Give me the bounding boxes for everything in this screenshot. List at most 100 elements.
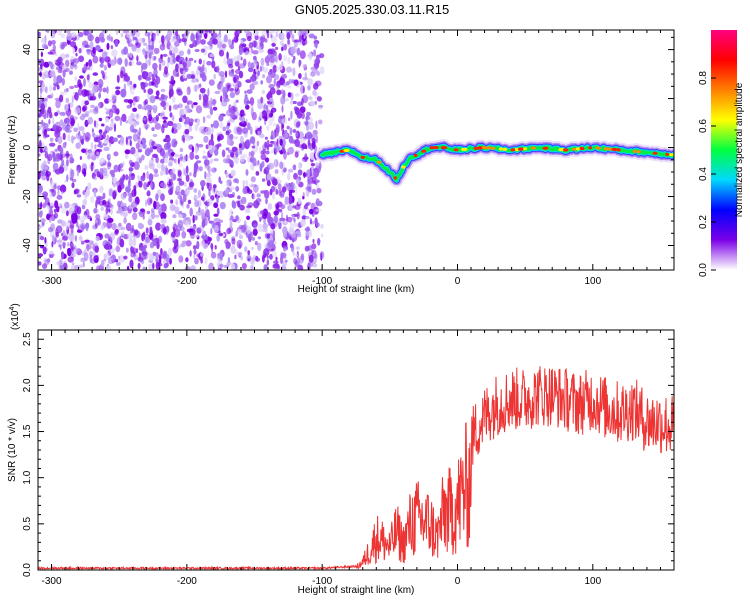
- noise-speckle: [302, 86, 305, 94]
- noise-speckle: [153, 78, 157, 87]
- noise-speckle: [257, 70, 260, 77]
- noise-speckle: [170, 231, 176, 238]
- noise-speckle: [50, 92, 54, 98]
- noise-speckle: [70, 245, 74, 251]
- noise-speckle: [121, 113, 127, 122]
- noise-speckle: [243, 46, 247, 53]
- noise-speckle: [163, 227, 167, 235]
- noise-speckle: [208, 79, 215, 86]
- noise-speckle: [276, 86, 280, 91]
- noise-speckle: [229, 186, 236, 190]
- noise-speckle: [180, 243, 186, 248]
- noise-speckle: [236, 75, 240, 80]
- noise-speckle: [290, 46, 296, 55]
- noise-speckle: [294, 204, 301, 210]
- noise-speckle: [92, 108, 99, 115]
- noise-speckle: [122, 205, 128, 212]
- noise-speckle: [69, 70, 73, 75]
- snr-x-axis-label: Height of straight line (km): [298, 585, 415, 596]
- noise-speckle: [288, 226, 295, 234]
- noise-speckle: [314, 58, 321, 64]
- noise-speckle: [280, 96, 286, 105]
- noise-speckle: [249, 231, 254, 239]
- noise-speckle: [202, 94, 209, 103]
- noise-speckle: [294, 39, 301, 43]
- noise-speckle: [178, 255, 184, 263]
- noise-speckle: [165, 141, 172, 149]
- noise-speckle: [197, 65, 202, 71]
- noise-speckle: [233, 136, 239, 140]
- noise-speckle: [226, 261, 232, 266]
- noise-speckle: [82, 106, 86, 112]
- noise-speckle: [218, 114, 224, 122]
- noise-speckle: [269, 97, 274, 102]
- noise-speckle: [80, 223, 85, 232]
- noise-speckle: [174, 40, 180, 47]
- noise-speckle: [59, 184, 67, 193]
- noise-speckle: [131, 201, 138, 208]
- noise-speckle: [93, 255, 99, 264]
- noise-speckle: [221, 149, 226, 158]
- noise-speckle: [156, 241, 160, 250]
- noise-speckle: [194, 154, 200, 160]
- noise-speckle: [128, 61, 132, 66]
- noise-speckle: [155, 193, 159, 201]
- noise-speckle: [132, 45, 137, 50]
- noise-speckle: [267, 203, 273, 210]
- noise-speckle: [294, 151, 299, 158]
- noise-speckle: [266, 139, 270, 147]
- noise-speckle: [105, 252, 110, 260]
- noise-speckle: [43, 61, 50, 68]
- noise-speckle: [208, 262, 214, 270]
- noise-speckle: [120, 32, 124, 38]
- noise-speckle: [181, 231, 187, 239]
- noise-speckle: [245, 179, 248, 187]
- noise-speckle: [104, 107, 108, 111]
- noise-speckle: [85, 222, 89, 232]
- noise-speckle: [151, 127, 155, 132]
- noise-speckle: [227, 122, 231, 127]
- noise-speckle: [293, 257, 298, 265]
- noise-speckle: [185, 219, 189, 228]
- noise-speckle: [261, 178, 266, 182]
- noise-speckle: [279, 138, 283, 146]
- noise-speckle: [304, 227, 311, 232]
- noise-speckle: [148, 81, 152, 87]
- signal-hotspot: [490, 146, 496, 150]
- noise-speckle: [290, 244, 295, 253]
- noise-speckle: [257, 236, 262, 240]
- noise-speckle: [238, 143, 242, 148]
- noise-speckle: [152, 62, 158, 70]
- snr-multiplier: (x104): [9, 303, 21, 330]
- noise-speckle: [98, 83, 103, 93]
- noise-speckle: [293, 79, 299, 86]
- noise-speckle: [168, 161, 173, 167]
- noise-speckle: [120, 226, 126, 231]
- noise-speckle: [67, 242, 70, 247]
- noise-speckle: [77, 87, 83, 96]
- noise-speckle: [319, 53, 325, 59]
- y-tick-label: 0.0: [22, 563, 33, 577]
- noise-speckle: [272, 192, 275, 200]
- noise-speckle: [312, 263, 318, 268]
- noise-speckle: [264, 38, 268, 43]
- noise-speckle: [56, 225, 63, 234]
- noise-speckle: [194, 48, 200, 53]
- noise-speckle: [255, 62, 259, 67]
- noise-speckle: [147, 88, 154, 95]
- noise-speckle: [306, 169, 311, 179]
- noise-speckle: [124, 149, 131, 155]
- noise-speckle: [93, 189, 97, 198]
- noise-speckle: [316, 187, 322, 194]
- noise-speckle: [315, 80, 322, 87]
- noise-speckle: [64, 104, 69, 112]
- noise-speckle: [61, 251, 64, 260]
- noise-speckle: [202, 116, 206, 124]
- noise-speckle: [39, 86, 43, 95]
- noise-speckle: [150, 181, 153, 189]
- noise-speckle: [147, 110, 152, 119]
- noise-speckle: [246, 205, 252, 209]
- noise-speckle: [47, 40, 52, 47]
- noise-speckle: [52, 117, 55, 125]
- y-tick-label: 2.0: [22, 378, 33, 392]
